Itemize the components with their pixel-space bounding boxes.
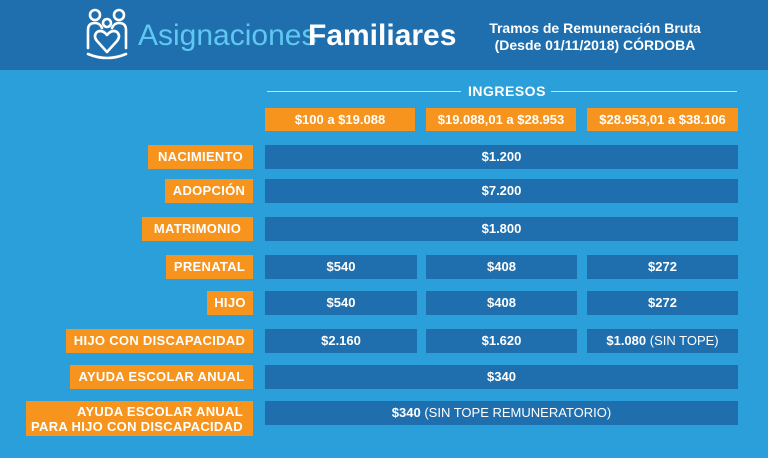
- value-adopcion: $7.200: [265, 179, 738, 203]
- income-range-3: $28.953,01 a $38.106: [587, 108, 738, 131]
- value-hijo-2: $408: [426, 291, 577, 315]
- label-matrimonio: MATRIMONIO: [142, 217, 253, 241]
- label-adopcion: ADOPCIÓN: [165, 179, 253, 203]
- value-hijo-3: $272: [587, 291, 738, 315]
- subtitle-line-2: (Desde 01/11/2018) CÓRDOBA: [494, 37, 696, 53]
- income-range-2: $19.088,01 a $28.953: [426, 108, 576, 131]
- label-prenatal: PRENATAL: [166, 255, 253, 279]
- value-ayuda-escolar: $340: [265, 365, 738, 389]
- ingresos-divider-right: [551, 91, 737, 92]
- value-prenatal-1: $540: [265, 255, 417, 279]
- title-asignaciones: Asignaciones: [138, 19, 317, 52]
- label-ayuda-escolar: AYUDA ESCOLAR ANUAL: [70, 365, 253, 389]
- label-hijo-discapacidad: HIJO CON DISCAPACIDAD: [66, 329, 253, 353]
- value-hijo-discapacidad-3-note: (SIN TOPE): [649, 333, 719, 348]
- ingresos-label: INGRESOS: [468, 83, 546, 99]
- value-hijo-discapacidad-3-amount: $1.080: [606, 333, 647, 348]
- title-familiares: Familiares: [308, 19, 457, 52]
- value-nacimiento: $1.200: [265, 145, 738, 169]
- family-heart-icon: [86, 8, 128, 60]
- value-ayuda-escolar-discapacidad-amount: $340: [391, 405, 421, 420]
- value-hijo-discapacidad-2: $1.620: [426, 329, 577, 353]
- value-ayuda-escolar-discapacidad: $340 (SIN TOPE REMUNERATORIO): [265, 401, 738, 425]
- label-ayuda-escolar-discapacidad-line-1: AYUDA ESCOLAR ANUAL: [76, 404, 243, 419]
- value-hijo-discapacidad-3: $1.080 (SIN TOPE): [587, 329, 738, 353]
- income-range-1: $100 a $19.088: [265, 108, 415, 131]
- value-prenatal-2: $408: [426, 255, 577, 279]
- value-prenatal-3: $272: [587, 255, 738, 279]
- value-matrimonio: $1.800: [265, 217, 738, 241]
- subtitle: Tramos de Remuneración Bruta (Desde 01/1…: [460, 20, 730, 54]
- label-ayuda-escolar-discapacidad-line-2: PARA HIJO CON DISCAPACIDAD: [31, 419, 243, 434]
- label-hijo: HIJO: [207, 291, 253, 315]
- value-hijo-1: $540: [265, 291, 417, 315]
- label-nacimiento: NACIMIENTO: [148, 145, 253, 169]
- value-ayuda-escolar-discapacidad-note: (SIN TOPE REMUNERATORIO): [424, 405, 612, 420]
- label-ayuda-escolar-discapacidad: AYUDA ESCOLAR ANUAL PARA HIJO CON DISCAP…: [26, 401, 253, 436]
- value-hijo-discapacidad-1: $2.160: [265, 329, 417, 353]
- ingresos-divider-left: [267, 91, 461, 92]
- subtitle-line-1: Tramos de Remuneración Bruta: [489, 20, 701, 36]
- header-bar: Asignaciones Familiares Tramos de Remune…: [0, 0, 768, 70]
